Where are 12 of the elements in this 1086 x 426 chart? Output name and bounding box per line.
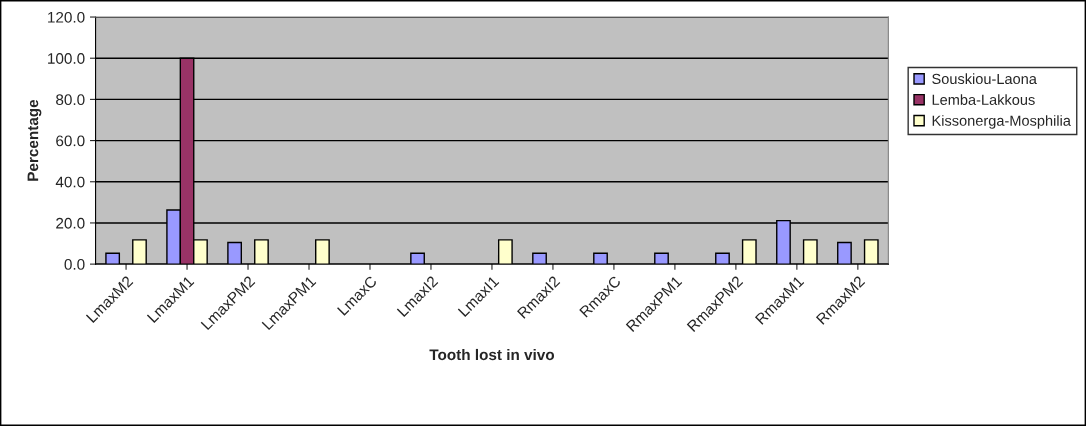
y-tick-label: 40.0	[55, 176, 85, 188]
y-tick-label: 80.0	[56, 94, 85, 106]
legend-label: Kissonerga-Mosphilia	[932, 115, 1071, 129]
y-tick-label: 20.0	[56, 217, 85, 229]
y-tick-label: 0.0	[64, 258, 85, 270]
x-axis-title: Tooth lost in vivo	[429, 348, 555, 361]
legend-label: Souskiou-Laona	[932, 73, 1037, 85]
y-tick-label: 120.0	[48, 11, 85, 23]
y-axis-title: Percentage	[27, 99, 42, 181]
y-tick-label: 100.0	[48, 53, 85, 64]
legend-label: Lemba-Lakkous	[932, 94, 1035, 105]
y-tick-label: 60.0	[56, 135, 85, 147]
